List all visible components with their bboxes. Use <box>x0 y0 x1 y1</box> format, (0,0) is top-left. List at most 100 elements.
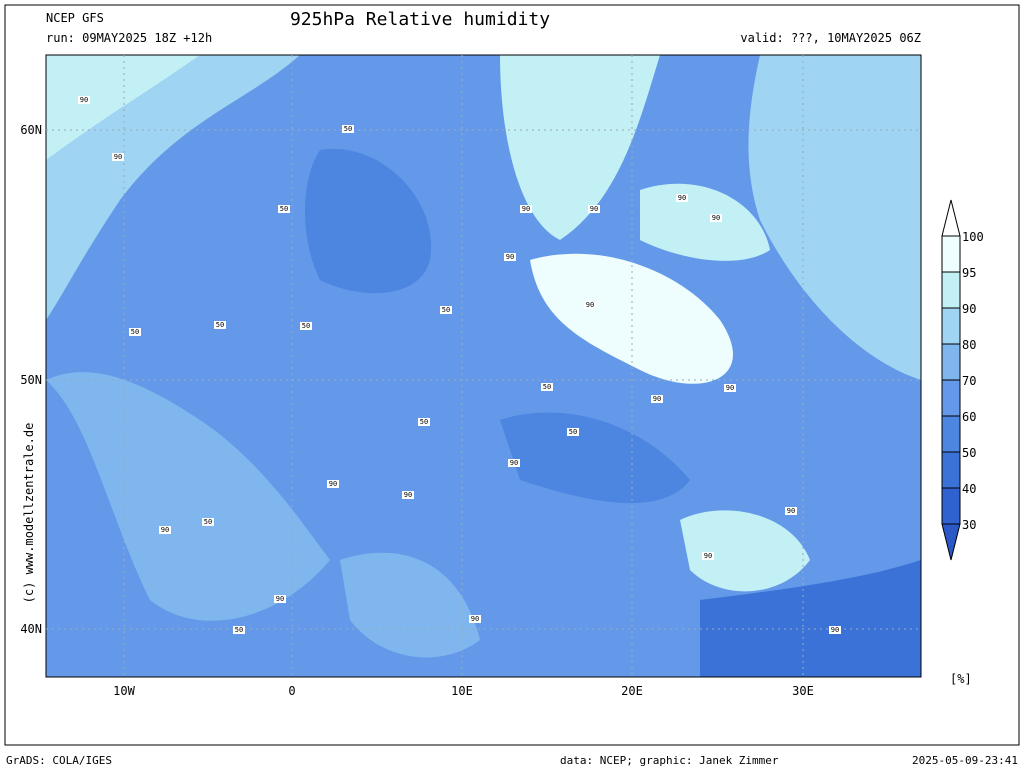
contour-label-box <box>567 428 579 436</box>
lon-label: 0 <box>288 684 295 698</box>
contour-label: 90 <box>653 395 661 403</box>
colorbar-box <box>941 343 961 381</box>
colorbar-bottom <box>941 523 961 561</box>
contour-label: 90 <box>80 96 88 104</box>
colorbar-box <box>941 379 961 417</box>
colorbar-label: 30 <box>962 518 976 532</box>
contour-label: 90 <box>831 626 839 634</box>
contour-label: 90 <box>506 253 514 261</box>
contour-label: 90 <box>522 205 530 213</box>
contour-label: 90 <box>787 507 795 515</box>
colorbar-label: 95 <box>962 266 976 280</box>
contour-label: 50 <box>235 626 243 634</box>
contour-label: 50 <box>420 418 428 426</box>
contour-label-box <box>710 214 722 222</box>
contour-label-box <box>520 205 532 213</box>
title: 925hPa Relative humidity <box>290 9 550 30</box>
contour-label-box <box>584 301 596 309</box>
contour-label-box <box>418 418 430 426</box>
lat-label: 50N <box>20 373 42 387</box>
contour-label-box <box>724 384 736 392</box>
valid: valid: ???, 10MAY2025 06Z <box>740 31 921 45</box>
contour-label: 50 <box>280 205 288 213</box>
contour-label-box <box>274 595 286 603</box>
contour-label: 90 <box>704 552 712 560</box>
model: NCEP GFS <box>46 11 104 25</box>
colorbar-top <box>941 199 961 237</box>
contour-label-box <box>112 153 124 161</box>
colorbar-label: 90 <box>962 302 976 316</box>
contour-label: 50 <box>216 321 224 329</box>
contour-label: 50 <box>131 328 139 336</box>
colorbar-box <box>941 271 961 309</box>
contour-label-box <box>342 125 354 133</box>
contour-label: 50 <box>302 322 310 330</box>
contour-label: 90 <box>712 214 720 222</box>
contour-label: 90 <box>510 459 518 467</box>
contour-label-box <box>440 306 452 314</box>
side-text: (c) www.modellzentrale.de <box>22 423 36 604</box>
contour-label-box <box>588 205 600 213</box>
lon-label: 20E <box>621 684 643 698</box>
colorbar-label: 50 <box>962 446 976 460</box>
colorbar-unit: [%] <box>950 672 972 686</box>
map-border <box>45 54 922 678</box>
contour-label-box <box>829 626 841 634</box>
colorbar-label: 70 <box>962 374 976 388</box>
contour-label-box <box>327 480 339 488</box>
colorbar-box <box>941 487 961 525</box>
colorbar-label: 40 <box>962 482 976 496</box>
contour-label: 90 <box>586 301 594 309</box>
contour-label: 50 <box>442 306 450 314</box>
lat-label: 60N <box>20 123 42 137</box>
footer-timestamp: 2025-05-09-23:41 <box>912 754 1018 767</box>
contour-label-box <box>402 491 414 499</box>
colorbar-label: 100 <box>962 230 984 244</box>
contour-label: 50 <box>569 428 577 436</box>
contour-label-box <box>129 328 141 336</box>
colorbar-label: 60 <box>962 410 976 424</box>
colorbar-label: 80 <box>962 338 976 352</box>
contour-label: 90 <box>726 384 734 392</box>
contour-label-box <box>214 321 226 329</box>
contour-label: 90 <box>276 595 284 603</box>
colorbar-box <box>941 307 961 345</box>
contour-label-box <box>702 552 714 560</box>
contour-label: 50 <box>344 125 352 133</box>
contour-label-box <box>78 96 90 104</box>
contour-label-box <box>504 253 516 261</box>
contour-label-box <box>202 518 214 526</box>
contour-label: 50 <box>543 383 551 391</box>
colorbar-box <box>941 451 961 489</box>
lon-label: 30E <box>792 684 814 698</box>
footer-credit: data: NCEP; graphic: Janek Zimmer <box>560 754 779 767</box>
run: run: 09MAY2025 18Z +12h <box>46 31 212 45</box>
colorbar-box <box>941 235 961 273</box>
contour-label-box <box>508 459 520 467</box>
contour-label: 90 <box>161 526 169 534</box>
contour-label-box <box>278 205 290 213</box>
contour-label: 90 <box>678 194 686 202</box>
contour-label-box <box>785 507 797 515</box>
map-field <box>46 55 921 677</box>
contour-label: 90 <box>590 205 598 213</box>
contour-label-box <box>651 395 663 403</box>
lon-label: 10W <box>113 684 135 698</box>
contour-label-box <box>469 615 481 623</box>
contour-label: 50 <box>204 518 212 526</box>
contour-label-box <box>300 322 312 330</box>
lat-label: 40N <box>20 622 42 636</box>
frame <box>4 4 1020 746</box>
contour-label: 90 <box>404 491 412 499</box>
contour-label: 90 <box>471 615 479 623</box>
lon-label: 10E <box>451 684 473 698</box>
contour-label-box <box>541 383 553 391</box>
contour-label: 90 <box>114 153 122 161</box>
contour-label-box <box>676 194 688 202</box>
contour-label: 90 <box>329 480 337 488</box>
footer-software: GrADS: COLA/IGES <box>6 754 112 767</box>
colorbar-box <box>941 415 961 453</box>
contour-label-box <box>233 626 245 634</box>
contour-label-box <box>159 526 171 534</box>
